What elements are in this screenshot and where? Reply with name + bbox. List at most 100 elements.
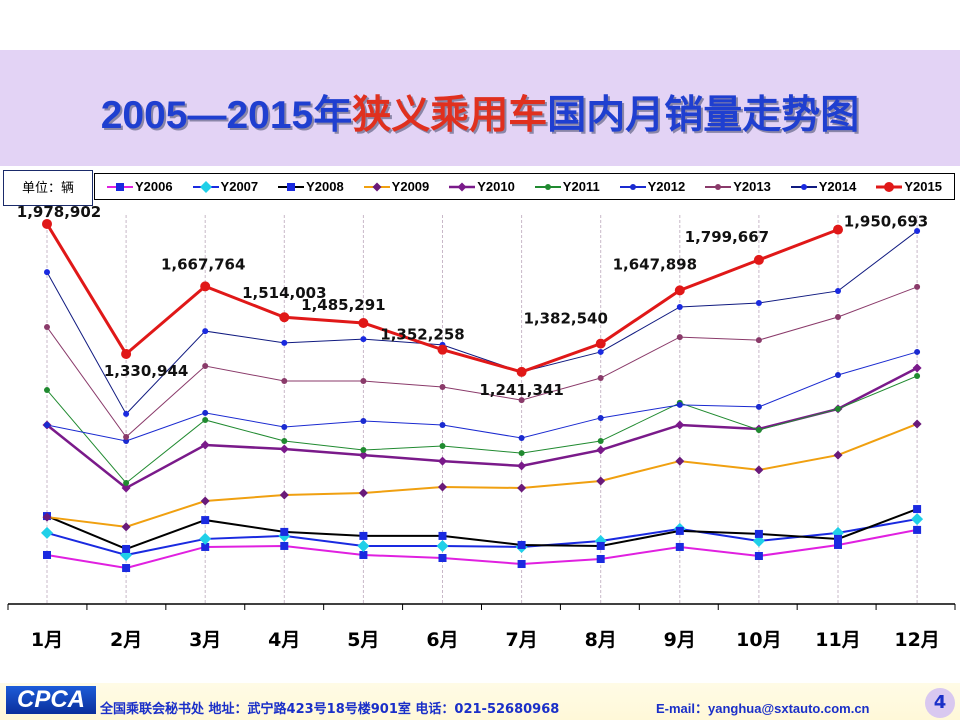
data-point bbox=[44, 387, 50, 394]
legend-swatch bbox=[534, 183, 561, 190]
data-point bbox=[833, 224, 843, 235]
data-point bbox=[457, 182, 467, 191]
series-line bbox=[46, 423, 918, 528]
footer-email[interactable]: E-mail：yanghua@sxtauto.com.cn bbox=[656, 701, 870, 716]
x-tick-label: 3月 bbox=[189, 629, 221, 651]
legend-swatch bbox=[619, 183, 646, 190]
data-point bbox=[42, 512, 52, 522]
data-point bbox=[676, 334, 683, 341]
data-point bbox=[754, 465, 764, 475]
data-point bbox=[360, 417, 367, 424]
legend-swatch bbox=[278, 182, 305, 191]
data-point bbox=[715, 183, 722, 190]
data-point bbox=[752, 534, 765, 547]
legend-label: Y2009 bbox=[391, 179, 430, 194]
series-line bbox=[46, 508, 918, 551]
data-point bbox=[834, 540, 842, 549]
data-point bbox=[834, 534, 842, 543]
x-tick-label: 9月 bbox=[664, 629, 696, 651]
data-point bbox=[359, 550, 368, 559]
data-point bbox=[676, 401, 683, 408]
cpca-logo: CPCA bbox=[6, 686, 96, 714]
data-point bbox=[517, 461, 527, 471]
data-point bbox=[41, 526, 53, 539]
data-point bbox=[595, 338, 606, 349]
data-point bbox=[43, 550, 51, 559]
legend-label: Y2015 bbox=[904, 179, 942, 194]
series-line bbox=[46, 528, 918, 570]
data-point bbox=[835, 287, 841, 294]
data-point bbox=[358, 488, 368, 498]
data-point bbox=[122, 544, 131, 553]
data-point bbox=[753, 254, 764, 265]
data-point bbox=[914, 348, 921, 355]
legend-item-y2011: Y2011 bbox=[534, 179, 600, 194]
series-y2006 bbox=[43, 525, 922, 573]
data-point bbox=[913, 525, 922, 534]
data-point bbox=[359, 531, 368, 540]
data-point bbox=[280, 527, 289, 536]
data-point bbox=[914, 283, 921, 290]
x-tick-label: 2月 bbox=[110, 629, 142, 651]
data-point bbox=[201, 516, 210, 525]
data-point bbox=[516, 366, 527, 377]
data-point bbox=[437, 344, 448, 355]
data-label: 1,382,540 bbox=[523, 310, 607, 328]
x-tick-label: 5月 bbox=[347, 629, 379, 651]
data-point bbox=[436, 539, 449, 552]
x-tick-label: 10月 bbox=[736, 629, 781, 651]
legend-item-y2009: Y2009 bbox=[363, 179, 430, 194]
data-point bbox=[835, 314, 841, 321]
series-line bbox=[46, 518, 918, 557]
data-point bbox=[912, 363, 922, 373]
legend-label: Y2007 bbox=[220, 179, 259, 194]
series-y2012 bbox=[44, 348, 921, 445]
data-point bbox=[518, 450, 525, 457]
data-point bbox=[438, 482, 447, 492]
data-point bbox=[200, 496, 210, 506]
data-point bbox=[358, 317, 369, 328]
data-point bbox=[674, 285, 685, 296]
data-point bbox=[281, 438, 288, 445]
data-point bbox=[597, 348, 604, 355]
data-point bbox=[629, 183, 636, 190]
data-point bbox=[121, 348, 132, 359]
legend-swatch bbox=[106, 182, 133, 191]
data-point bbox=[597, 414, 604, 421]
title-highlight: 狭义乘用车 bbox=[352, 94, 548, 137]
data-label: 1,950,693 bbox=[844, 213, 928, 231]
data-point bbox=[200, 281, 211, 292]
data-point bbox=[121, 483, 131, 493]
data-point bbox=[911, 513, 924, 526]
legend-label: Y2014 bbox=[818, 179, 857, 194]
series-line bbox=[46, 286, 918, 438]
data-point bbox=[439, 443, 446, 450]
data-point bbox=[122, 564, 131, 573]
legend-label: Y2011 bbox=[562, 179, 600, 194]
series-y2011 bbox=[44, 373, 921, 486]
data-point bbox=[279, 444, 289, 454]
x-tick-label: 1月 bbox=[31, 629, 63, 651]
title-part-years: 2005—2015年 bbox=[100, 94, 353, 137]
data-point bbox=[884, 181, 895, 192]
line-chart: 1月 2月 3月 4月 5月 6月 7月 8月 9月 10月 11月 12月 1,978,902 1,33… bbox=[7, 203, 956, 651]
x-tick-label: 12月 bbox=[894, 629, 939, 651]
data-point bbox=[199, 180, 212, 193]
series-line bbox=[46, 375, 918, 484]
data-point bbox=[280, 541, 289, 550]
legend-item-y2013: Y2013 bbox=[705, 179, 771, 194]
data-point bbox=[42, 218, 52, 229]
x-tick-label: 8月 bbox=[585, 629, 617, 651]
data-point bbox=[596, 541, 605, 550]
data-point bbox=[914, 227, 921, 234]
legend-item-y2008: Y2008 bbox=[278, 179, 344, 194]
data-label: 1,241,341 bbox=[479, 381, 563, 399]
title-band bbox=[0, 50, 960, 166]
data-label: 1,667,764 bbox=[161, 255, 245, 273]
data-point bbox=[833, 450, 843, 460]
legend-label: Y2010 bbox=[477, 179, 515, 194]
data-label: 1,799,667 bbox=[685, 228, 769, 246]
data-point bbox=[438, 456, 447, 466]
data-point bbox=[201, 542, 210, 551]
data-point bbox=[517, 483, 527, 493]
